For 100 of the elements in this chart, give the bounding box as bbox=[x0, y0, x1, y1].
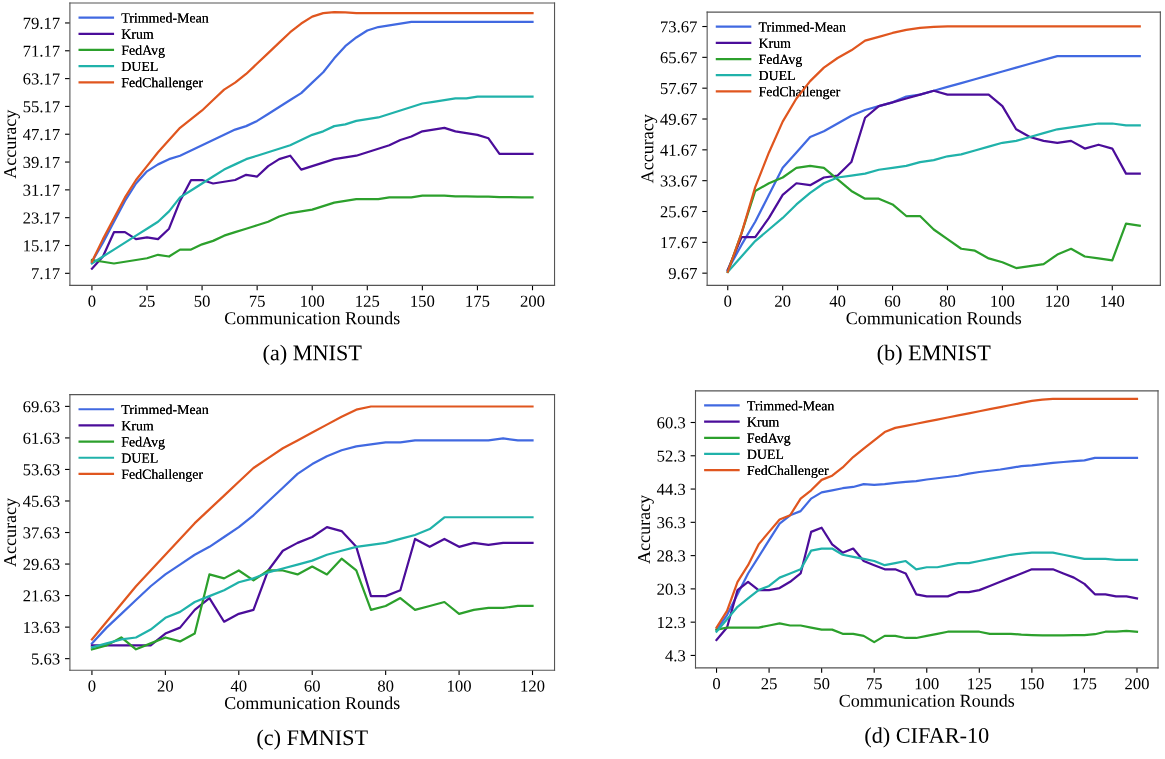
legend-label: FedAvg bbox=[758, 54, 803, 67]
y-tick-label: 17.67 bbox=[661, 237, 697, 249]
legend-label: FedAvg bbox=[121, 45, 165, 58]
line-series bbox=[726, 122, 1141, 274]
y-tick-label: 45.63 bbox=[23, 495, 60, 507]
y-tick-label: 57.67 bbox=[660, 82, 697, 95]
text: (d) CIFAR-10 bbox=[865, 727, 989, 748]
y-tick-label: 12.3 bbox=[658, 616, 686, 629]
y-tick-label: 73.67 bbox=[661, 21, 697, 33]
legend-label: DUEL bbox=[747, 449, 784, 459]
x-axis-title: Communication Rounds bbox=[846, 311, 1022, 325]
y-tick-label: 31.17 bbox=[23, 184, 60, 196]
legend-label: Krum bbox=[121, 29, 154, 39]
x-tick-label: 150 bbox=[1020, 678, 1044, 690]
x-tick-label: 200 bbox=[1125, 678, 1149, 690]
y-tick-label: 44.3 bbox=[656, 483, 686, 496]
x-tick-label: 50 bbox=[814, 678, 830, 690]
y-axis-title: Accuracy bbox=[641, 114, 658, 184]
x-axis-title: Communication Rounds bbox=[224, 311, 400, 325]
y-tick-label: 37.63 bbox=[23, 527, 60, 539]
legend-label: Trimmed-Mean bbox=[747, 400, 835, 411]
x-tick-label: 120 bbox=[521, 680, 545, 692]
y-tick-label: 49.67 bbox=[660, 113, 697, 126]
y-tick-label: 71.17 bbox=[23, 45, 60, 57]
x-axis-title: Communication Rounds bbox=[224, 696, 400, 710]
x-tick-label: 0 bbox=[88, 680, 96, 692]
y-tick-label: 61.63 bbox=[23, 432, 60, 444]
x-tick-label: 60 bbox=[304, 680, 320, 692]
x-tick-label: 75 bbox=[866, 678, 882, 690]
y-tick-label: 15.17 bbox=[24, 240, 60, 252]
y-tick-label: 63.17 bbox=[23, 73, 60, 85]
y-axis-title: Accuracy bbox=[638, 494, 654, 564]
y-tick-label: 33.67 bbox=[660, 175, 697, 187]
text: (a) MNIST bbox=[263, 344, 362, 365]
x-tick-label: 20 bbox=[775, 295, 791, 307]
x-tick-label: 75 bbox=[249, 295, 265, 307]
x-tick-label: 20 bbox=[157, 680, 174, 692]
x-tick-label: 0 bbox=[88, 295, 96, 307]
y-tick-label: 23.17 bbox=[23, 212, 60, 224]
legend-label: Trimmed-Mean bbox=[121, 12, 209, 23]
x-tick-label: 200 bbox=[520, 295, 545, 307]
y-tick-label: 53.63 bbox=[23, 464, 60, 476]
legend-label: DUEL bbox=[121, 453, 158, 463]
legend-label: FedChallenger bbox=[121, 77, 203, 91]
x-tick-label: 100 bbox=[915, 678, 939, 690]
line-series bbox=[90, 194, 534, 265]
line-series bbox=[90, 126, 534, 270]
y-tick-label: 20.3 bbox=[657, 583, 686, 595]
text: (c) FMNIST bbox=[257, 729, 368, 750]
legend-label: Krum bbox=[747, 417, 780, 427]
legend-label: Trimmed-Mean bbox=[121, 404, 209, 415]
legend-label: Trimmed-Mean bbox=[758, 21, 846, 32]
y-tick-label: 41.67 bbox=[660, 144, 697, 156]
x-axis-title: Communication Rounds bbox=[839, 694, 1015, 707]
y-tick-label: 13.63 bbox=[24, 621, 60, 634]
x-tick-label: 100 bbox=[301, 295, 325, 307]
x-tick-label: 140 bbox=[1101, 295, 1125, 307]
x-tick-label: 100 bbox=[991, 295, 1015, 307]
x-tick-label: 0 bbox=[713, 678, 721, 690]
x-tick-label: 120 bbox=[1046, 295, 1070, 307]
y-axis-title: Accuracy bbox=[4, 497, 20, 567]
legend-label: FedAvg bbox=[121, 436, 165, 450]
y-tick-label: 28.3 bbox=[657, 550, 686, 562]
x-tick-label: 25 bbox=[761, 678, 777, 690]
x-tick-label: 150 bbox=[411, 295, 435, 307]
y-tick-label: 5.63 bbox=[31, 653, 60, 665]
y-tick-label: 69.63 bbox=[23, 401, 60, 413]
y-tick-label: 55.17 bbox=[23, 101, 60, 113]
line-series bbox=[715, 547, 1139, 633]
y-tick-label: 4.3 bbox=[665, 650, 686, 662]
legend-label: DUEL bbox=[758, 70, 795, 81]
legend-label: FedAvg bbox=[747, 433, 791, 446]
x-tick-label: 80 bbox=[939, 295, 956, 307]
y-tick-label: 25.67 bbox=[660, 206, 697, 218]
legend-label: FedChallenger bbox=[121, 469, 203, 482]
line-series bbox=[715, 397, 1139, 629]
y-tick-label: 65.67 bbox=[660, 52, 697, 64]
x-tick-label: 100 bbox=[448, 680, 471, 692]
y-tick-label: 60.3 bbox=[657, 417, 686, 429]
line-series bbox=[715, 622, 1139, 644]
y-tick-label: 52.3 bbox=[657, 450, 686, 462]
x-tick-label: 175 bbox=[466, 295, 490, 307]
y-tick-label: 7.17 bbox=[32, 268, 60, 280]
x-tick-label: 0 bbox=[724, 295, 732, 307]
x-tick-label: 125 bbox=[356, 295, 380, 307]
x-tick-label: 40 bbox=[829, 295, 846, 307]
y-tick-label: 36.3 bbox=[657, 517, 686, 529]
text: (b) EMNIST bbox=[877, 344, 991, 365]
x-tick-label: 80 bbox=[377, 680, 394, 692]
y-tick-label: 79.17 bbox=[23, 17, 60, 29]
y-tick-label: 9.67 bbox=[668, 267, 697, 280]
x-tick-label: 50 bbox=[194, 295, 210, 307]
line-series bbox=[90, 95, 534, 265]
x-tick-label: 60 bbox=[884, 295, 901, 307]
legend-label: Krum bbox=[121, 421, 154, 431]
x-tick-label: 40 bbox=[230, 680, 247, 692]
legend-label: FedChallenger bbox=[747, 465, 829, 478]
legend-label: Krum bbox=[758, 38, 791, 48]
y-tick-label: 21.63 bbox=[23, 590, 60, 602]
y-axis-title: Accuracy bbox=[4, 109, 20, 179]
